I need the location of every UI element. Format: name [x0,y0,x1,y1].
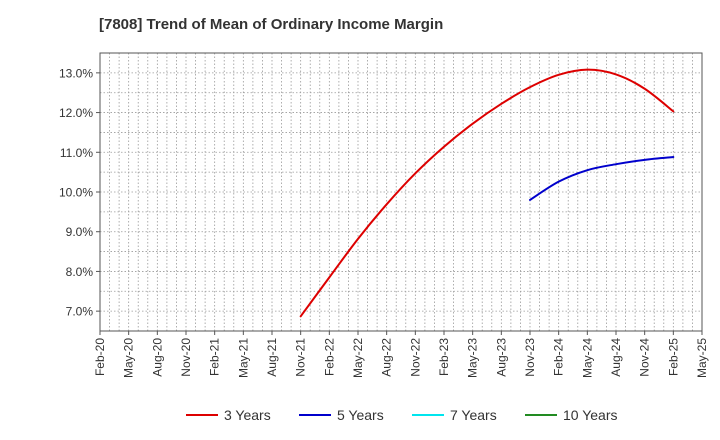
x-tick-label: Feb-20 [93,338,107,376]
x-tick-label: Aug-21 [265,338,279,377]
y-tick-label: 11.0% [60,146,93,160]
series-layer [299,68,675,318]
gridlines [100,53,702,331]
x-tick-label: May-25 [695,338,709,378]
y-tick-label: 9.0% [66,225,94,239]
series-line-3-years [299,68,675,318]
x-tick-label: Nov-24 [638,338,652,377]
x-tick-label: Aug-24 [609,338,623,377]
y-tick-label: 7.0% [66,305,94,319]
legend: 3 Years 5 Years 7 Years 10 Years [186,407,618,423]
chart-title: [7808] Trend of Mean of Ordinary Income … [99,16,444,33]
x-tick-label: Nov-22 [408,338,422,377]
legend-label-3-years: 3 Years [224,407,271,423]
x-tick-label: Nov-23 [523,338,537,377]
x-tick-label: May-22 [351,338,365,378]
x-tick-label: Feb-22 [322,338,336,376]
x-tick-label: Nov-20 [179,338,193,377]
y-tick-label: 13.0% [59,66,93,80]
legend-label-7-years: 7 Years [450,407,497,423]
x-tick-label: May-20 [122,338,136,378]
x-tick-label: May-21 [236,338,250,378]
x-tick-label: Aug-22 [380,338,394,377]
x-tick-label: Aug-23 [494,338,508,377]
legend-label-5-years: 5 Years [337,407,384,423]
x-tick-label: May-24 [580,338,594,378]
x-tick-label: Feb-25 [666,338,680,376]
x-tick-label: Feb-21 [208,338,222,376]
x-tick-label: May-23 [466,338,480,378]
series-line-5-years [529,156,675,201]
x-tick-label: Feb-23 [437,338,451,376]
y-tick-label: 12.0% [59,106,93,120]
axes: 7.0% 8.0% 9.0% 10.0% 11.0% 12.0% 13.0% Feb-20 Ma… [59,52,709,378]
x-tick-label: Aug-20 [150,338,164,377]
legend-label-10-years: 10 Years [563,407,618,423]
x-tick-label: Nov-21 [294,338,308,377]
x-tick-label: Feb-24 [552,338,566,376]
y-tick-label: 10.0% [59,186,93,200]
y-tick-label: 8.0% [66,265,94,279]
